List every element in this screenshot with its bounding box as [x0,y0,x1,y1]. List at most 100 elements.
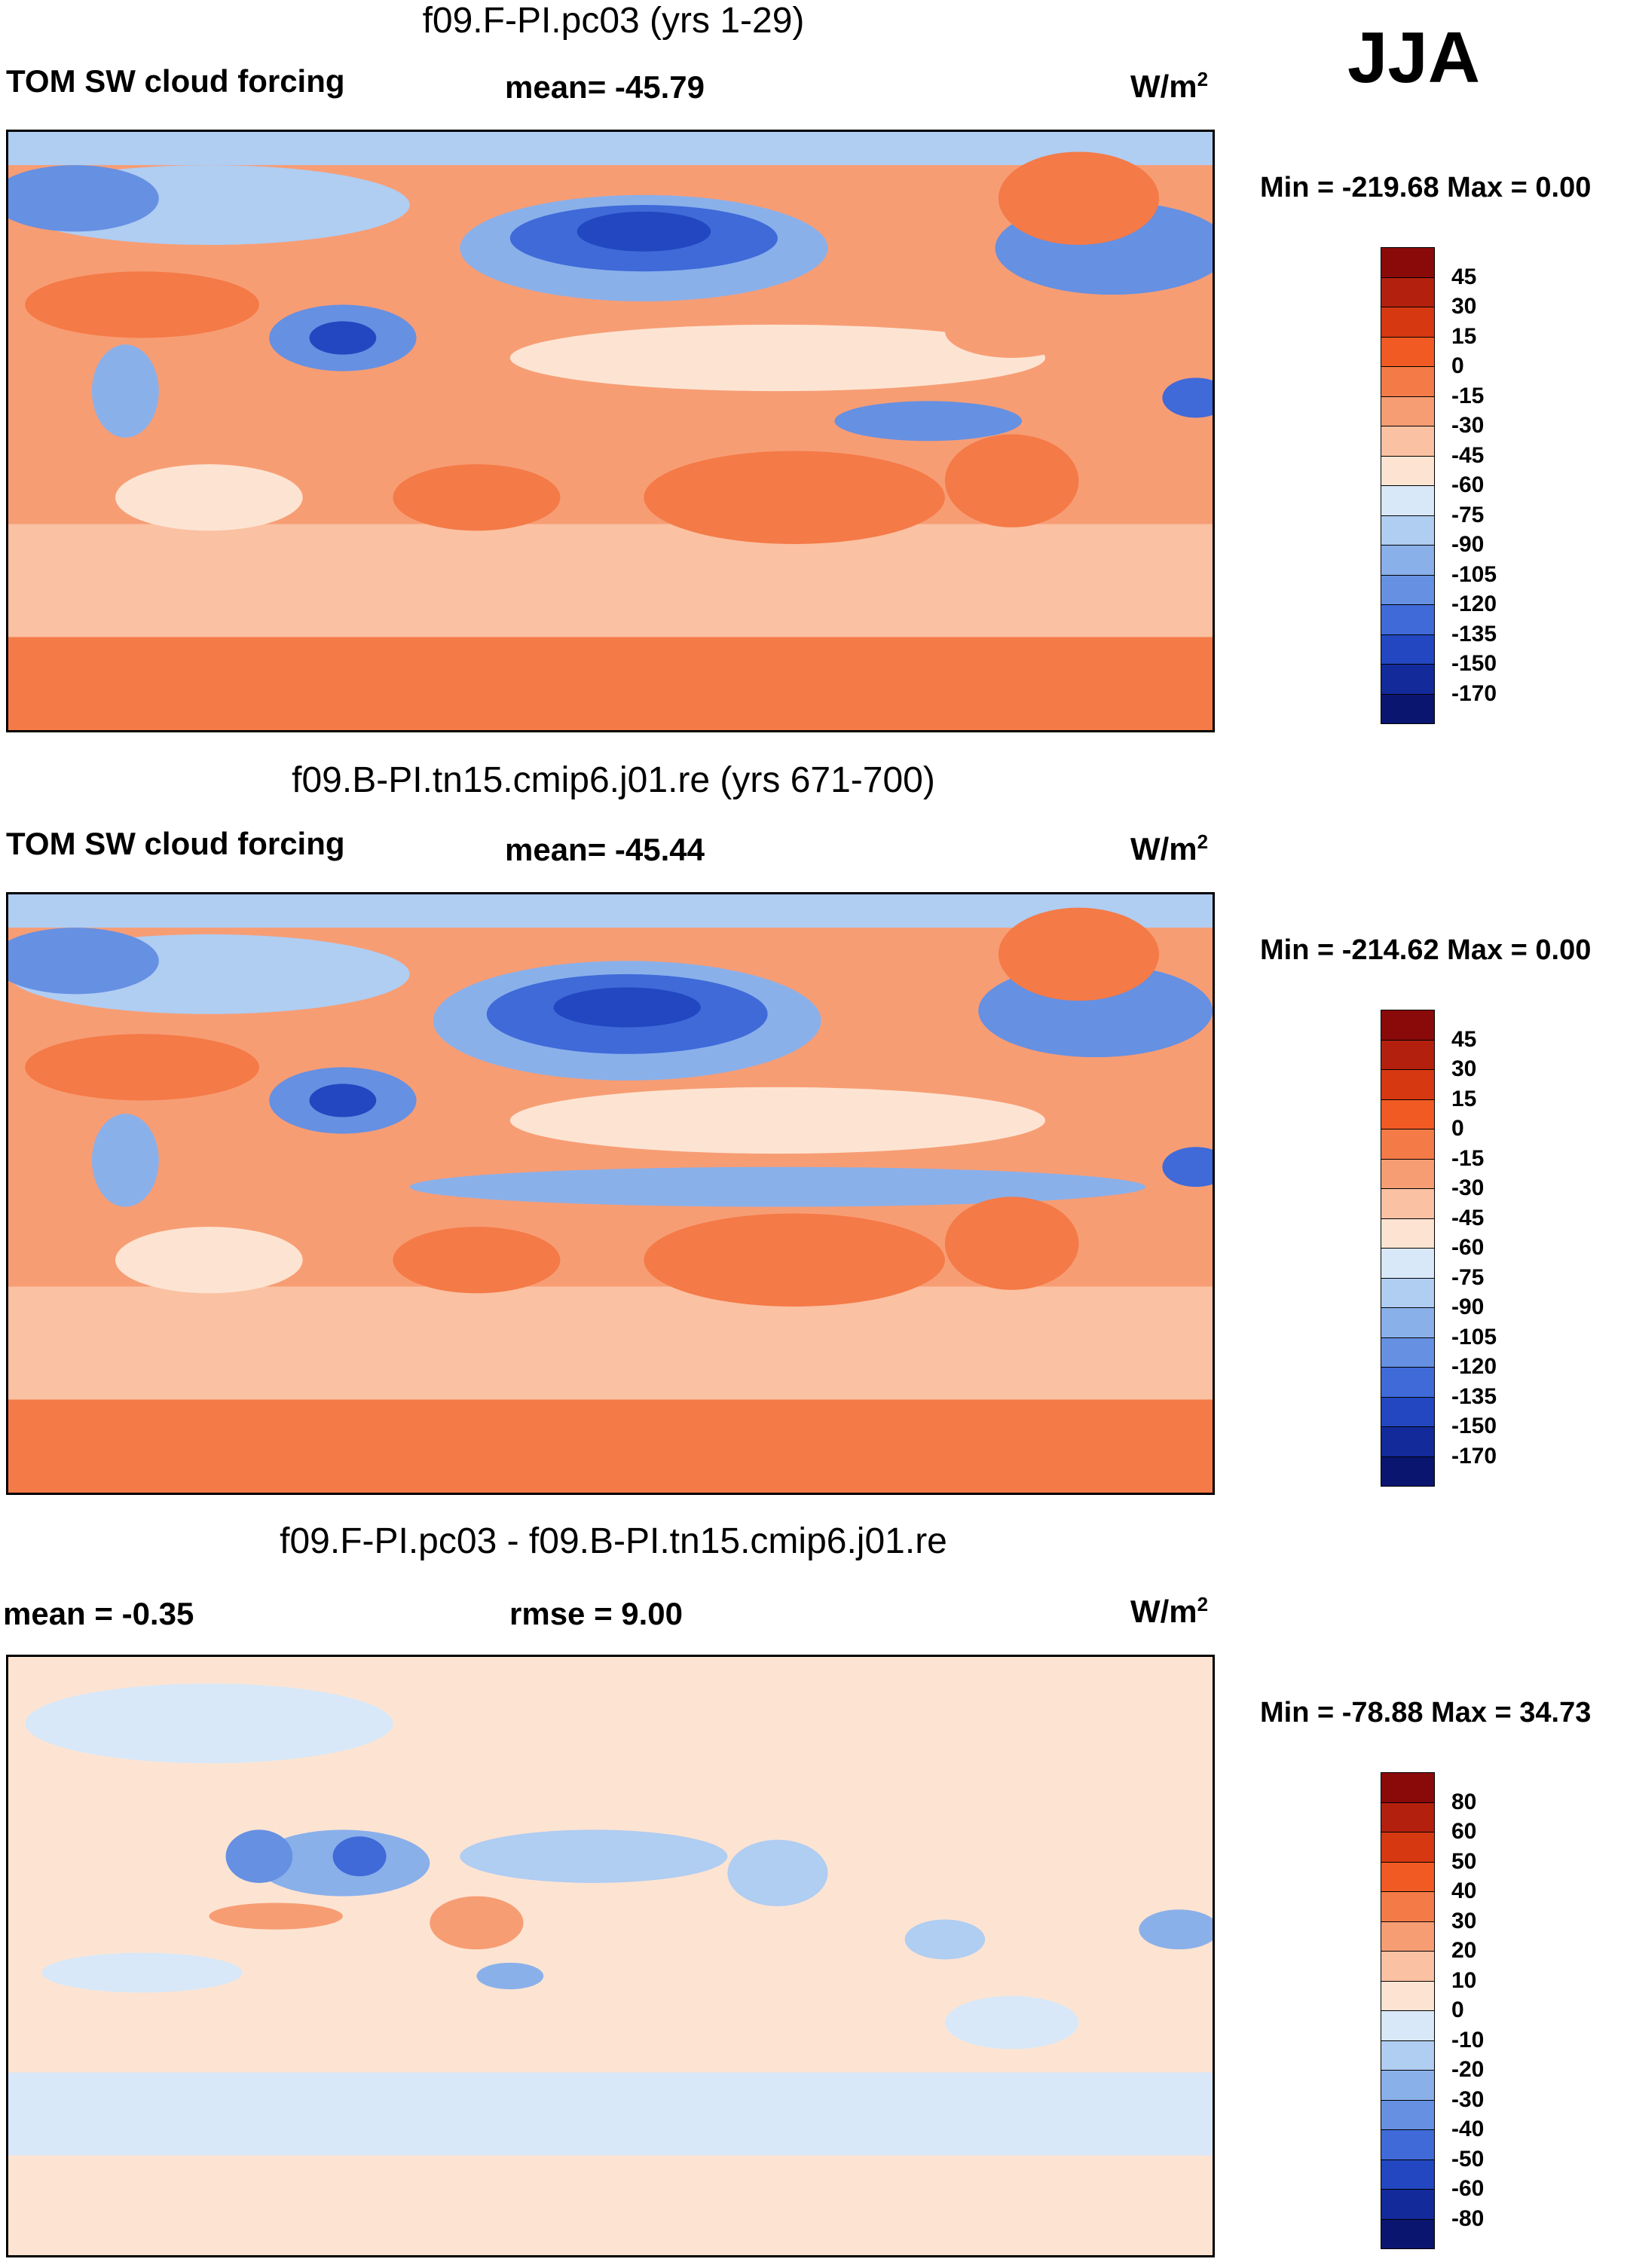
colorbar-box [1381,1832,1435,1863]
colorbar-box [1381,574,1435,605]
colorbar-box [1381,1099,1435,1129]
colorbar-tick-label: 30 [1451,1056,1477,1081]
colorbar-box [1381,396,1435,426]
colorbar-tick-label: -40 [1451,2117,1485,2141]
colorbar-box [1381,1396,1435,1427]
colorbar-tick-label: -135 [1451,1383,1497,1409]
colorbar-tick-label: -15 [1451,383,1485,408]
colorbar-tick-label: 0 [1451,1997,1464,2022]
colorbar-box [1381,426,1435,457]
colorbar-tick-label: -45 [1451,442,1485,468]
colorbar-tick-label: 20 [1451,1938,1477,1963]
panel1-map [6,130,1215,732]
colorbar-box [1381,1861,1435,1892]
colorbar-box [1381,2159,1435,2190]
colorbar-box [1381,1069,1435,1100]
colorbar-box [1381,2189,1435,2220]
colorbar-box [1381,2218,1435,2249]
colorbar-box [1381,1158,1435,1189]
colorbar-tick-label: -30 [1451,2086,1485,2112]
season-label: JJA [1347,17,1481,98]
colorbar-box [1381,1188,1435,1219]
panel3-minmax: Min = -78.88 Max = 34.73 [1260,1697,1592,1729]
colorbar-tick-label: -15 [1451,1145,1485,1171]
panel2-minmax: Min = -214.62 Max = 0.00 [1260,934,1592,966]
colorbar-box [1381,485,1435,516]
colorbar-box [1381,1039,1435,1070]
colorbar-tick-label: -90 [1451,1294,1485,1319]
colorbar-tick-label: -170 [1451,1443,1497,1469]
colorbar-box [1381,1921,1435,1952]
colorbar-tick-label: -60 [1451,2176,1485,2201]
colorbar-box [1381,1772,1435,1803]
panel1-left-label: TOM SW cloud forcing [6,63,345,99]
colorbar-box [1381,455,1435,486]
colorbar-tick-label: -60 [1451,472,1485,497]
colorbar-tick-label: -90 [1451,532,1485,557]
colorbar-box [1381,1980,1435,2011]
colorbar-box [1381,2040,1435,2071]
panel2-map-svg [8,894,1213,1493]
colorbar-tick-label: -50 [1451,2146,1485,2172]
panel1-colorbar: 45 30 15 0 -15 -30 -45 -60 -75 -90 -105 -120 -135 -15… [1381,247,1497,724]
colorbar-tick-label: -150 [1451,651,1497,676]
colorbar-tick-label: -120 [1451,1354,1497,1379]
panel3-title: f09.F-PI.pc03 - f09.B-PI.tn15.cmip6.j01.… [280,1521,947,1561]
panel1-map-svg [8,132,1213,730]
colorbar-box [1381,1951,1435,1982]
colorbar-tick-label: -105 [1451,1324,1497,1349]
panel2-colorbar: 45 30 15 0 -15 -30 -45 -60 -75 -90 -105 -120 -135 -15… [1381,1010,1497,1487]
colorbar-box [1381,307,1435,338]
colorbar-box [1381,1337,1435,1368]
colorbar-tick-label: 15 [1451,1086,1477,1111]
panel1-minmax: Min = -219.68 Max = 0.00 [1260,172,1592,203]
panel2-mean-label: mean= -45.44 [505,832,705,867]
colorbar-tick-label: -75 [1451,502,1485,527]
colorbar-tick-label: 15 [1451,323,1477,349]
colorbar-box [1381,1218,1435,1249]
panel2-units: W/m2 [1130,830,1209,867]
colorbar-tick-label: 50 [1451,1848,1477,1874]
colorbar-box [1381,1802,1435,1832]
panel3-rmse-label: rmse = 9.00 [509,1596,684,1631]
colorbar-tick-label: 40 [1451,1878,1477,1903]
colorbar-box [1381,604,1435,635]
panel2-left-label: TOM SW cloud forcing [6,826,345,861]
colorbar-tick-label: -60 [1451,1235,1485,1260]
colorbar-box [1381,693,1435,724]
panel3-colorbar: 80 60 50 40 30 20 10 0 -10 -20 -30 -40 -50 -60 -80 [1381,1772,1484,2249]
colorbar-tick-label: -120 [1451,591,1497,616]
panel3-map-svg [8,1657,1213,2255]
colorbar-tick-label: 60 [1451,1819,1477,1844]
colorbar-box [1381,2010,1435,2041]
colorbar-box [1381,2129,1435,2160]
colorbar-box [1381,366,1435,397]
panel3-mean-label: mean = -0.35 [3,1596,194,1631]
colorbar-tick-label: -30 [1451,413,1485,438]
colorbar-tick-label: -170 [1451,680,1497,706]
colorbar-tick-label: -75 [1451,1264,1485,1290]
colorbar-tick-label: -80 [1451,2205,1485,2231]
colorbar-box [1381,1891,1435,1922]
colorbar-tick-label: 45 [1451,264,1477,289]
colorbar-tick-label: -105 [1451,561,1497,587]
colorbar-box [1381,1367,1435,1398]
colorbar-tick-label: 30 [1451,294,1477,319]
colorbar-tick-label: -20 [1451,2057,1485,2082]
colorbar-box [1381,1129,1435,1160]
colorbar-tick-label: 45 [1451,1026,1477,1052]
colorbar-tick-label: -150 [1451,1414,1497,1438]
colorbar-box [1381,1426,1435,1457]
colorbar-tick-label: 0 [1451,353,1464,378]
colorbar-tick-label: 0 [1451,1116,1464,1141]
panel1-units: W/m2 [1130,68,1209,104]
panel1-title: f09.F-PI.pc03 (yrs 1-29) [422,1,805,41]
colorbar-tick-label: 10 [1451,1967,1477,1993]
colorbar-box [1381,2099,1435,2130]
colorbar-box [1381,1307,1435,1338]
colorbar-box [1381,1456,1435,1487]
panel2-map [6,892,1215,1495]
colorbar-tick-label: -10 [1451,2027,1485,2053]
colorbar-box [1381,1248,1435,1279]
colorbar-box [1381,634,1435,665]
